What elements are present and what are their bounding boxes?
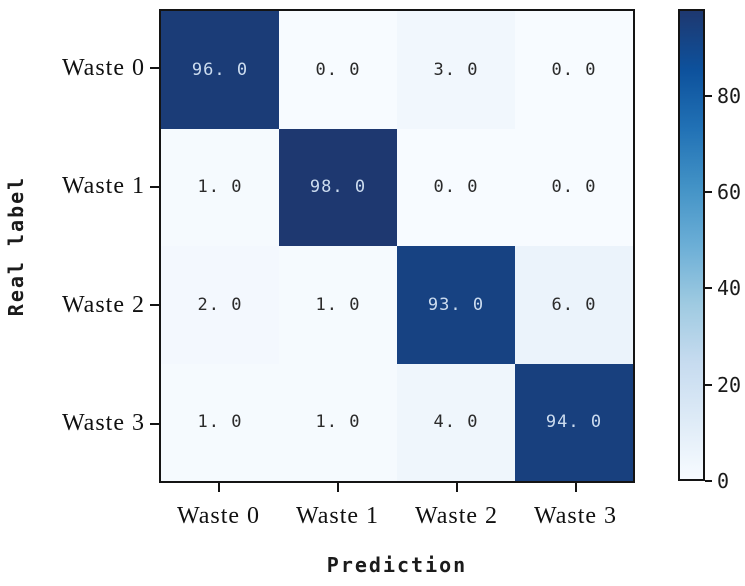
colorbar-tick-80: 80 [705,84,741,108]
y-tick-mark [150,422,159,425]
colorbar-tick-mark [705,383,712,386]
cell-value: 0. 0 [551,59,597,80]
heatmap-cell-r3c0: 1. 0 [161,363,279,481]
x-tick-mark [455,483,458,492]
y-tick-mark [150,67,159,70]
y-axis-title-text: Real label [4,175,29,317]
heatmap-cell-r0c3: 0. 0 [515,11,633,129]
heatmap-cell-r0c1: 0. 0 [279,11,397,129]
cell-value: 94. 0 [545,412,603,433]
x-tick-label-3: Waste 3 [533,502,618,529]
x-tick-mark [217,483,220,492]
heatmap-cell-r2c3: 6. 0 [515,246,633,364]
cell-value: 0. 0 [315,59,361,80]
colorbar-tick-0: 0 [705,469,729,493]
heatmap-cell-r3c2: 4. 0 [397,363,515,481]
heatmap-cell-r1c1: 98. 0 [279,128,397,246]
colorbar-tick-20: 20 [705,373,741,397]
x-tick-label-0: Waste 0 [176,502,261,529]
cell-value: 0. 0 [433,177,479,198]
cell-value: 2. 0 [197,294,243,315]
cell-value: 1. 0 [315,294,361,315]
heatmap-cell-r1c3: 0. 0 [515,128,633,246]
cell-value: 6. 0 [551,294,597,315]
heatmap-cell-r0c0: 96. 0 [161,11,279,129]
heatmap-cell-r1c2: 0. 0 [397,128,515,246]
y-tick-label-0: Waste 0 [61,54,145,81]
y-tick-label-2: Waste 2 [61,291,145,318]
colorbar-tick-label: 0 [717,469,730,493]
colorbar-tick-label: 40 [717,276,742,301]
heatmap-cell-r0c2: 3. 0 [397,11,515,129]
heatmap-cell-r2c0: 2. 0 [161,246,279,364]
cell-value: 1. 0 [315,412,361,433]
cell-value: 98. 0 [309,177,367,198]
colorbar-tick-mark [705,480,712,482]
colorbar-tick-mark [705,287,712,290]
heatmap-cell-r1c0: 1. 0 [161,128,279,246]
x-tick-label-1: Waste 1 [295,502,380,529]
cell-value: 3. 0 [433,59,479,80]
cell-value: 4. 0 [433,412,479,433]
colorbar-tick-40: 40 [705,276,741,300]
cell-value: 1. 0 [197,412,243,433]
y-tick-label-1: Waste 1 [61,173,145,200]
y-tick-labels: Waste 0 Waste 1 Waste 2 Waste 3 [30,9,145,483]
x-axis-ticks [159,483,635,492]
cell-value: 0. 0 [551,177,597,198]
heatmap-grid: 96. 0 0. 0 3. 0 0. 0 1. 0 98. 0 0. 0 0. 0 2. 0 1.… [159,9,635,483]
colorbar [678,9,705,481]
x-axis-title: Prediction [326,553,468,577]
heatmap-cell-r3c3: 94. 0 [515,363,633,481]
cell-value: 93. 0 [427,294,485,315]
y-axis-title: Real label [2,9,30,483]
x-tick-mark [574,483,577,492]
heatmap-cell-r2c2: 93. 0 [397,246,515,364]
colorbar-tick-mark [705,94,712,97]
x-tick-mark [336,483,339,492]
colorbar-tick-60: 60 [705,180,741,204]
colorbar-tick-label: 60 [717,180,742,205]
heatmap-cell-r3c1: 1. 0 [279,363,397,481]
colorbar-tick-mark [705,191,712,194]
colorbar-tick-label: 80 [717,83,742,108]
x-tick-label-2: Waste 2 [414,502,499,529]
cell-value: 96. 0 [191,59,249,80]
heatmap-cell-r2c1: 1. 0 [279,246,397,364]
y-tick-mark [150,304,159,307]
colorbar-tick-label: 20 [717,372,742,397]
y-tick-mark [150,185,159,188]
colorbar-ticks: 0 20 40 60 80 [705,9,745,493]
x-tick-labels: Waste 0 Waste 1 Waste 2 Waste 3 [159,500,635,532]
cell-value: 1. 0 [197,177,243,198]
y-axis-ticks [150,9,159,483]
y-tick-label-3: Waste 3 [61,410,145,437]
